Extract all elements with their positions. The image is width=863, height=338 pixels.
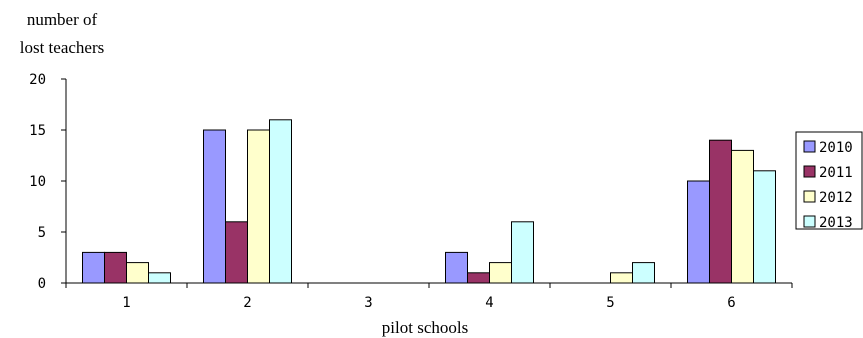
- y-axis-title-line-2: lost teachers: [20, 38, 105, 57]
- y-tick-label-15: 15: [29, 123, 46, 139]
- bar-2012-school-5: [610, 272, 633, 284]
- y-tick-label-0: 0: [38, 276, 46, 292]
- legend-label-2011: 2011: [819, 165, 853, 181]
- bar-2013-school-2: [269, 119, 292, 284]
- bar-2011-school-4: [467, 272, 490, 284]
- axes-group: 0 5 10 15 20 1 2 3 4 5 6: [29, 72, 793, 311]
- x-tick-label-4: 4: [485, 295, 493, 311]
- legend-label-2013: 2013: [819, 215, 853, 231]
- legend: 2010 2011 2012 2013: [795, 131, 863, 231]
- bar-2012-school-6: [731, 149, 754, 284]
- bar-2010-school-1: [82, 251, 105, 284]
- bar-2013-school-1: [148, 272, 171, 284]
- bar-2012-school-2: [247, 129, 270, 284]
- legend-swatch-2010: [803, 140, 816, 153]
- bar-2010-school-2: [203, 129, 226, 284]
- y-tick-label-5: 5: [38, 225, 46, 241]
- bar-2010-school-4: [445, 251, 468, 284]
- legend-label-2010: 2010: [819, 140, 853, 156]
- legend-swatch-2012: [803, 190, 816, 203]
- y-axis-title-line-1: number of: [27, 10, 98, 29]
- bar-2010-school-6: [687, 180, 710, 284]
- legend-label-2012: 2012: [819, 190, 853, 206]
- x-tick-label-3: 3: [364, 295, 372, 311]
- bar-2013-school-6: [753, 170, 776, 284]
- bars-group: [82, 119, 776, 284]
- legend-swatch-2011: [803, 165, 816, 178]
- bar-2012-school-4: [489, 262, 512, 284]
- x-tick-label-1: 1: [122, 295, 130, 311]
- x-tick-label-5: 5: [606, 295, 614, 311]
- bar-2013-school-4: [511, 221, 534, 284]
- x-axis-title: pilot schools: [382, 318, 468, 337]
- y-tick-label-20: 20: [29, 72, 46, 88]
- legend-swatch-2013: [803, 215, 816, 228]
- bar-2011-school-2: [225, 221, 248, 284]
- bar-2011-school-6: [709, 139, 732, 284]
- x-tick-label-6: 6: [727, 295, 735, 311]
- bar-2011-school-1: [104, 251, 127, 284]
- bar-2012-school-1: [126, 262, 149, 284]
- x-tick-label-2: 2: [243, 295, 251, 311]
- bar-2013-school-5: [632, 262, 655, 284]
- y-tick-label-10: 10: [29, 174, 46, 190]
